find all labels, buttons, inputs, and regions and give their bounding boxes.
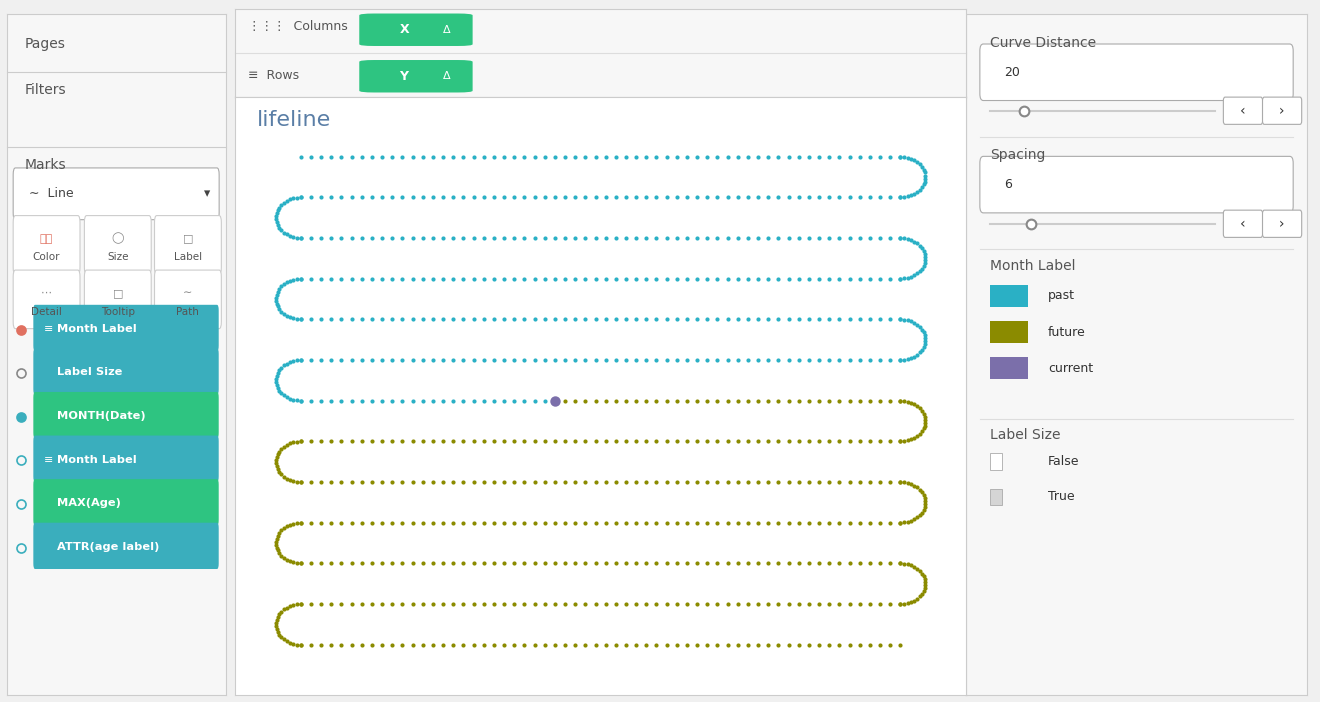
Text: ‹: ‹ xyxy=(1239,217,1246,231)
FancyBboxPatch shape xyxy=(990,321,1027,343)
FancyBboxPatch shape xyxy=(13,216,81,274)
Text: past: past xyxy=(1048,289,1074,303)
Text: Y: Y xyxy=(400,69,408,83)
Text: ▾: ▾ xyxy=(205,187,210,200)
FancyBboxPatch shape xyxy=(359,13,473,46)
FancyBboxPatch shape xyxy=(84,270,152,329)
FancyBboxPatch shape xyxy=(154,270,222,329)
FancyBboxPatch shape xyxy=(33,523,219,569)
Text: Label Size: Label Size xyxy=(57,367,123,378)
Text: ›: › xyxy=(1279,104,1284,118)
FancyBboxPatch shape xyxy=(979,157,1294,213)
Text: ‹: ‹ xyxy=(1239,104,1246,118)
Text: 6: 6 xyxy=(1003,178,1011,192)
FancyBboxPatch shape xyxy=(1262,210,1302,237)
Text: ⬛⬛: ⬛⬛ xyxy=(40,234,53,244)
Text: Label: Label xyxy=(174,253,202,263)
Text: ⋮⋮⋮  Columns: ⋮⋮⋮ Columns xyxy=(248,20,348,33)
FancyBboxPatch shape xyxy=(13,168,219,220)
Text: ⋯: ⋯ xyxy=(41,288,53,298)
Text: ≡  Rows: ≡ Rows xyxy=(248,69,300,82)
Text: □: □ xyxy=(182,234,193,244)
Text: Month Label: Month Label xyxy=(57,455,137,465)
Text: ◯: ◯ xyxy=(112,233,124,244)
FancyBboxPatch shape xyxy=(33,392,219,438)
FancyBboxPatch shape xyxy=(979,44,1294,100)
FancyBboxPatch shape xyxy=(990,453,1002,470)
Text: ›: › xyxy=(1279,217,1284,231)
Text: Month Label: Month Label xyxy=(57,324,137,334)
FancyBboxPatch shape xyxy=(359,60,473,93)
Text: Curve Distance: Curve Distance xyxy=(990,36,1096,50)
Text: Size: Size xyxy=(107,253,128,263)
Text: Pages: Pages xyxy=(24,37,65,51)
FancyBboxPatch shape xyxy=(990,489,1002,505)
Text: Color: Color xyxy=(33,253,61,263)
Text: Label Size: Label Size xyxy=(990,428,1060,442)
Text: MAX(Age): MAX(Age) xyxy=(57,498,121,508)
Text: current: current xyxy=(1048,362,1093,375)
Text: ∼  Line: ∼ Line xyxy=(29,187,73,200)
Text: future: future xyxy=(1048,326,1086,338)
FancyBboxPatch shape xyxy=(154,216,222,274)
Text: ≡: ≡ xyxy=(44,455,53,465)
FancyBboxPatch shape xyxy=(33,479,219,525)
Text: ∼: ∼ xyxy=(183,288,193,298)
Text: True: True xyxy=(1048,490,1074,503)
Text: Δ: Δ xyxy=(444,25,451,34)
Text: lifeline: lifeline xyxy=(257,110,331,130)
Text: □: □ xyxy=(112,288,123,298)
Text: Month Label: Month Label xyxy=(990,259,1076,273)
Text: Spacing: Spacing xyxy=(990,147,1045,161)
Text: ATTR(age label): ATTR(age label) xyxy=(57,542,160,552)
Text: Marks: Marks xyxy=(24,159,66,173)
Text: MONTH(Date): MONTH(Date) xyxy=(57,411,145,421)
FancyBboxPatch shape xyxy=(33,348,219,395)
Text: Tooltip: Tooltip xyxy=(100,307,135,317)
FancyBboxPatch shape xyxy=(33,435,219,482)
Text: Path: Path xyxy=(177,307,199,317)
FancyBboxPatch shape xyxy=(33,305,219,351)
Text: False: False xyxy=(1048,455,1080,468)
Text: X: X xyxy=(400,23,409,37)
FancyBboxPatch shape xyxy=(84,216,152,274)
Text: 20: 20 xyxy=(1003,66,1019,79)
Text: Δ: Δ xyxy=(444,72,451,81)
FancyBboxPatch shape xyxy=(13,270,81,329)
FancyBboxPatch shape xyxy=(990,357,1027,379)
FancyBboxPatch shape xyxy=(1224,210,1262,237)
FancyBboxPatch shape xyxy=(1262,97,1302,124)
Text: Filters: Filters xyxy=(24,84,66,98)
Text: Detail: Detail xyxy=(32,307,62,317)
FancyBboxPatch shape xyxy=(990,285,1027,307)
FancyBboxPatch shape xyxy=(1224,97,1262,124)
Text: ≡: ≡ xyxy=(44,324,53,334)
